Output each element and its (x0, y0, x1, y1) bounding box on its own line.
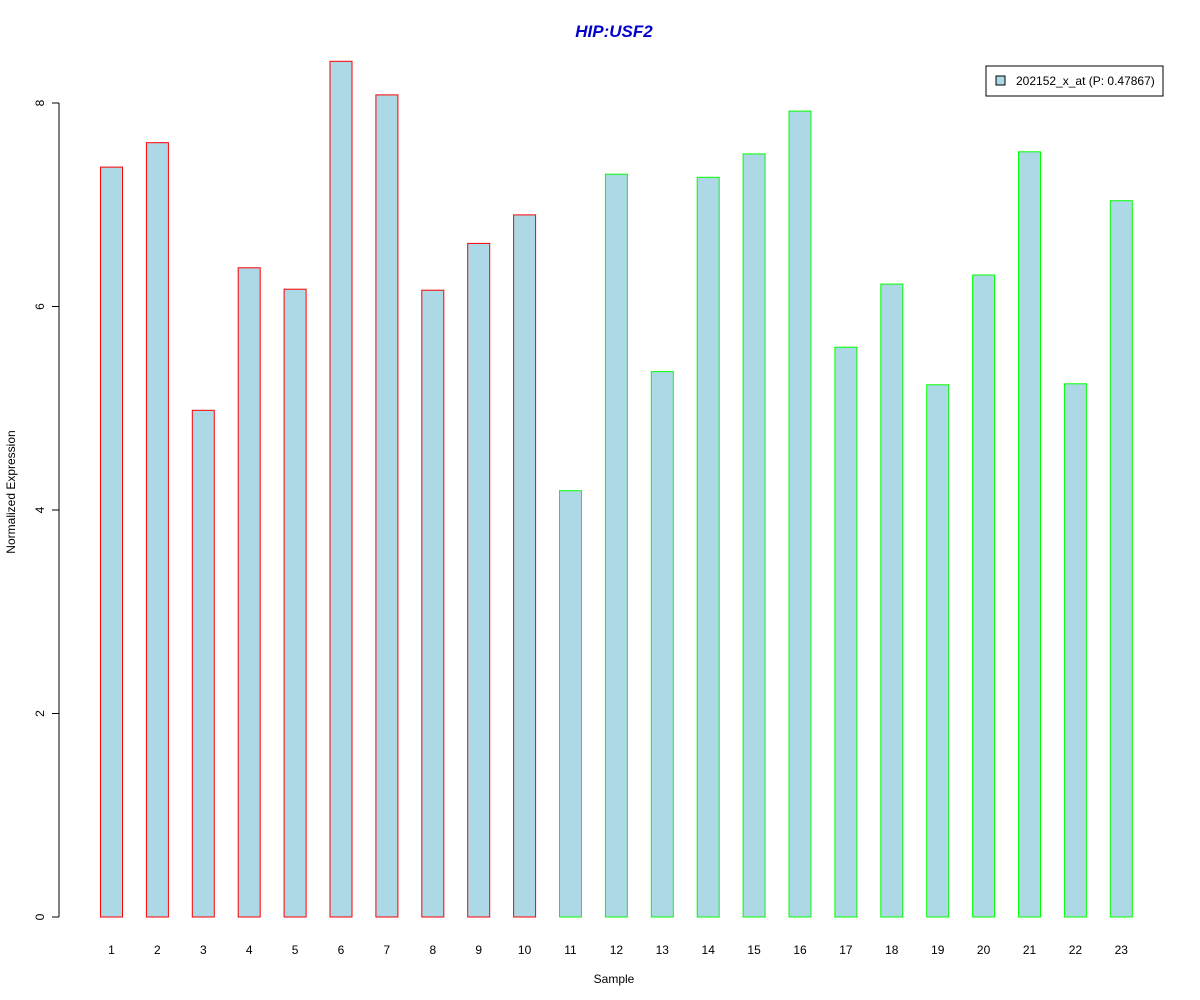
x-tick-label-10: 10 (518, 943, 532, 957)
x-tick-label-5: 5 (292, 943, 299, 957)
bar-sample-3 (191, 409, 215, 918)
bar-sample-14 (696, 176, 720, 918)
bar-sample-11 (559, 490, 582, 918)
legend-swatch (995, 75, 1006, 86)
x-tick-label-19: 19 (931, 943, 945, 957)
x-tick-label-17: 17 (839, 943, 853, 957)
x-tick-label-21: 21 (1023, 943, 1037, 957)
bar-sample-20 (972, 274, 996, 918)
bar-sample-10 (513, 214, 537, 918)
bars-layer (100, 60, 1133, 918)
bar-sample-15 (742, 153, 766, 918)
bar-sample-9 (467, 242, 491, 918)
x-tick-label-7: 7 (384, 943, 391, 957)
legend-box (985, 65, 1164, 97)
x-tick-label-16: 16 (793, 943, 807, 957)
bar-sample-17 (834, 346, 858, 918)
legend: 202152_x_at (P: 0.47867) (985, 65, 1164, 97)
x-tick-label-9: 9 (475, 943, 482, 957)
bar-sample-6 (329, 60, 353, 918)
bar-sample-1 (100, 166, 123, 918)
x-tick-label-12: 12 (610, 943, 624, 957)
y-tick-label-0: 0 (33, 913, 47, 920)
x-tick-label-22: 22 (1069, 943, 1083, 957)
bar-sample-19 (926, 384, 950, 918)
x-tick-label-20: 20 (977, 943, 991, 957)
bar-sample-8 (421, 289, 445, 918)
bar-sample-7 (375, 94, 399, 918)
x-tick-label-6: 6 (338, 943, 345, 957)
bar-sample-12 (604, 173, 628, 918)
y-tick-label-6: 6 (33, 303, 47, 310)
y-tick-label-4: 4 (33, 506, 47, 513)
bar-sample-18 (880, 283, 904, 918)
x-tick-label-18: 18 (885, 943, 899, 957)
bar-sample-13 (650, 371, 674, 918)
x-tick-label-1: 1 (108, 943, 115, 957)
x-tick-label-13: 13 (656, 943, 670, 957)
bar-sample-23 (1109, 200, 1133, 918)
y-axis: 0 2 4 6 8 (33, 99, 60, 920)
x-tick-label-4: 4 (246, 943, 253, 957)
x-tick-label-15: 15 (747, 943, 761, 957)
x-tick-label-11: 11 (564, 943, 577, 957)
x-axis-title: Sample (594, 972, 635, 986)
bar-sample-2 (145, 142, 169, 918)
x-tick-label-8: 8 (429, 943, 436, 957)
x-tick-label-14: 14 (702, 943, 716, 957)
bar-sample-5 (283, 288, 307, 918)
x-axis: 1 2 3 4 5 6 7 8 9 10 11 12 13 14 15 16 17 18 19 20 21 22 23 (108, 943, 1128, 957)
bar-sample-4 (237, 267, 261, 918)
chart-title: HIP:USF2 (575, 22, 653, 41)
y-tick-label-2: 2 (33, 710, 47, 717)
x-tick-label-23: 23 (1115, 943, 1129, 957)
bar-sample-22 (1063, 383, 1087, 918)
x-tick-label-3: 3 (200, 943, 207, 957)
bar-sample-21 (1018, 151, 1041, 918)
x-tick-label-2: 2 (154, 943, 161, 957)
legend-label: 202152_x_at (P: 0.47867) (1016, 74, 1155, 88)
bar-sample-16 (788, 110, 812, 918)
y-tick-label-8: 8 (33, 99, 47, 106)
y-axis-title: Normalized Expression (4, 430, 18, 553)
